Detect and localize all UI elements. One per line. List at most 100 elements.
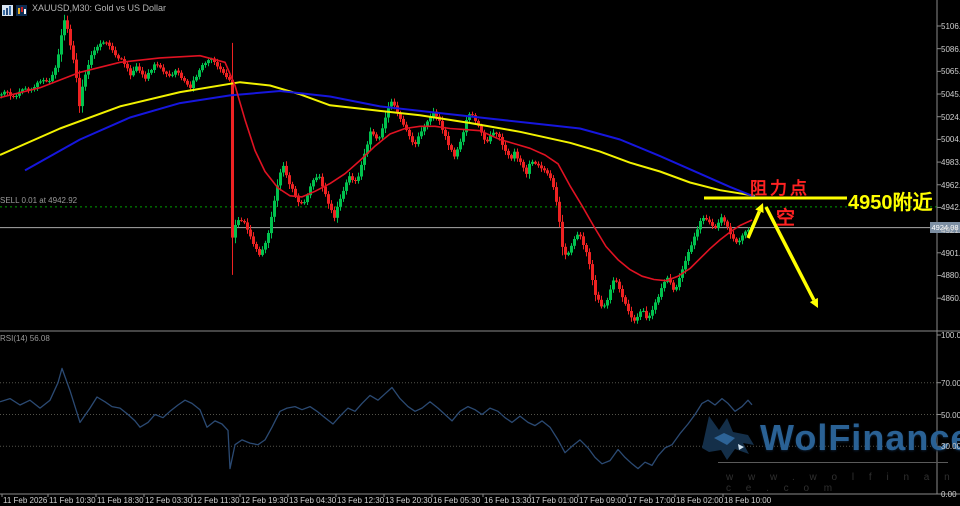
watermark-rule xyxy=(718,462,948,463)
candle-body xyxy=(303,202,306,204)
candle-body xyxy=(102,42,105,44)
candle-body xyxy=(42,80,45,82)
candle-body xyxy=(558,201,561,222)
price-tick-label: 4942.40 xyxy=(941,203,960,213)
candle-body xyxy=(327,194,330,204)
candle-body xyxy=(588,252,591,265)
candle-body xyxy=(348,176,351,183)
candle-body xyxy=(285,165,288,176)
candle-body xyxy=(384,117,387,129)
candle-body xyxy=(48,81,51,83)
candle-body xyxy=(381,128,384,138)
chart-window-icon[interactable] xyxy=(2,3,13,16)
candle-body xyxy=(648,315,651,319)
candle-body xyxy=(483,132,486,140)
candle-body xyxy=(534,161,537,164)
candle-body xyxy=(492,132,495,136)
candle-body xyxy=(429,117,432,122)
candle-body xyxy=(585,245,588,253)
candle-body xyxy=(591,264,594,280)
candle-body xyxy=(24,88,27,90)
candle-body xyxy=(723,217,726,222)
candle-body xyxy=(579,234,582,237)
position-line-label[interactable]: SELL 0.01 at 4942.92 xyxy=(0,196,78,205)
wolf-logo-icon xyxy=(694,408,760,467)
candle-body xyxy=(480,125,483,133)
candle-body xyxy=(747,229,750,232)
watermark-brand-text: WolFinance xyxy=(760,416,960,458)
candle-body xyxy=(594,280,597,295)
candle-body xyxy=(132,70,135,76)
price-level-annotation-text[interactable]: 4950附近 xyxy=(848,192,933,214)
candle-body xyxy=(576,234,579,239)
candle-body xyxy=(204,63,207,65)
candle-body xyxy=(603,305,606,307)
price-tick-label: 4901.26 xyxy=(941,248,960,258)
candle-body xyxy=(471,114,474,116)
price-tick-label: 4962.97 xyxy=(941,180,960,190)
candle-body xyxy=(321,176,324,187)
candle-body xyxy=(255,244,258,249)
candle-body xyxy=(642,310,645,312)
time-axis-label: 11 Feb 10:30 xyxy=(49,496,96,505)
watermark: WolFinance xyxy=(694,408,960,467)
ma-blue-line xyxy=(24,90,756,198)
candle-body xyxy=(105,42,108,44)
up-arrow[interactable] xyxy=(746,210,762,239)
candle-body xyxy=(45,80,48,82)
candle-body xyxy=(360,164,363,177)
candle-body xyxy=(393,101,396,106)
candle-body xyxy=(333,210,336,218)
candle-body xyxy=(6,91,9,93)
candle-body xyxy=(195,76,198,81)
candle-body xyxy=(129,68,132,76)
candle-body xyxy=(81,86,84,107)
candle-body xyxy=(279,172,282,186)
candle-body xyxy=(216,62,219,67)
time-axis[interactable] xyxy=(0,494,960,506)
candle-body xyxy=(528,163,531,174)
ma-red-line xyxy=(0,54,753,282)
candle-body xyxy=(441,120,444,130)
time-axis-label: 17 Feb 01:00 xyxy=(531,496,579,505)
price-tick-label: 4921.83 xyxy=(941,226,960,236)
candle-body xyxy=(78,77,81,107)
candle-body xyxy=(147,72,150,79)
candle-body xyxy=(171,74,174,76)
resistance-annotation-text[interactable]: 阻力点 xyxy=(750,179,810,198)
short-annotation-text[interactable]: 空 xyxy=(776,208,796,229)
platform-icon[interactable] xyxy=(16,3,27,16)
up-arrow-head[interactable] xyxy=(755,203,764,213)
candle-body xyxy=(369,131,372,145)
rsi-line xyxy=(0,367,753,470)
candle-body xyxy=(639,311,642,317)
down-arrow-head[interactable] xyxy=(809,297,818,308)
rsi-tick-label: 100.00 xyxy=(941,331,960,340)
time-axis-label: 13 Feb 20:30 xyxy=(385,496,433,505)
candle-body xyxy=(198,70,201,77)
candle-body xyxy=(555,187,558,202)
price-tick-label: 4983.54 xyxy=(941,158,960,168)
candle-body xyxy=(735,238,738,243)
candle-body xyxy=(186,80,189,85)
candle-body xyxy=(516,151,519,159)
candle-body xyxy=(363,153,366,165)
candle-body xyxy=(522,161,525,168)
candle-body xyxy=(600,299,603,307)
price-axis[interactable] xyxy=(937,0,960,494)
down-arrow[interactable] xyxy=(764,206,816,301)
candle-body xyxy=(207,60,210,64)
candle-body xyxy=(108,42,111,46)
candle-body xyxy=(315,177,318,181)
candle-body xyxy=(741,235,744,241)
candle-body xyxy=(339,198,342,207)
candle-body xyxy=(375,134,378,139)
candle-body xyxy=(141,70,144,75)
candle-body xyxy=(51,74,54,82)
candle-body xyxy=(420,131,423,137)
candle-body xyxy=(672,282,675,290)
candle-body xyxy=(351,176,354,180)
candle-body xyxy=(3,91,6,95)
